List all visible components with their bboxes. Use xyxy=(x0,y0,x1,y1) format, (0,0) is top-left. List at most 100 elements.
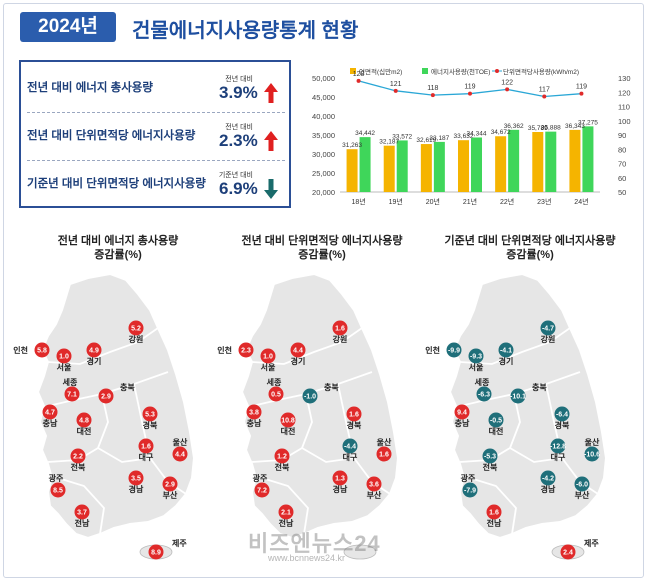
region-value: 7.1 xyxy=(67,392,77,399)
data-label-intensity: 117 xyxy=(539,87,550,94)
infographic-frame xyxy=(3,3,644,578)
y-tick-label: 45,000 xyxy=(312,93,335,102)
data-label-intensity: 119 xyxy=(464,84,475,91)
region-dot xyxy=(342,438,358,454)
map-border xyxy=(509,447,563,463)
data-label-intensity: 122 xyxy=(501,79,513,86)
region-dot xyxy=(34,342,50,358)
bar-energy xyxy=(433,141,445,192)
region-dot xyxy=(42,404,58,420)
region-name: 대전 xyxy=(281,426,296,436)
region-value: 8.9 xyxy=(151,550,161,557)
region-name: 충북 xyxy=(532,382,547,392)
stat-row-per-area: 전년 대비 단위면적당 에너지사용량 전년 대비 2.3% xyxy=(21,112,289,160)
region-dot xyxy=(554,406,570,422)
region-value: 10.8 xyxy=(281,418,295,425)
map-title-total: 전년 대비 에너지 총사용량 증감률(%) xyxy=(18,234,218,262)
map-border xyxy=(57,477,105,535)
divider xyxy=(27,112,285,113)
arrow-up-icon xyxy=(264,83,278,103)
region-value: -7.9 xyxy=(464,488,476,495)
region-dot xyxy=(246,404,262,420)
region-value: 1.0 xyxy=(59,354,69,361)
region-value: 2.4 xyxy=(563,550,573,557)
data-label-intensity: 128 xyxy=(353,71,365,78)
legend-label: 에너지사용량(천TOE) xyxy=(431,67,490,76)
region-name: 세종 xyxy=(475,377,490,387)
region-value: 5.2 xyxy=(131,326,141,333)
region-dot xyxy=(476,386,492,402)
y2-tick-label: 90 xyxy=(618,131,626,140)
map-border xyxy=(97,447,151,463)
intensity-point xyxy=(430,93,435,98)
region-name: 강원 xyxy=(333,334,348,344)
region-value: 2.1 xyxy=(281,510,291,517)
region-name: 전북 xyxy=(275,462,290,472)
region-dot xyxy=(510,388,526,404)
region-dot xyxy=(454,404,470,420)
region-name: 대구 xyxy=(139,452,154,462)
region-name: 광주 xyxy=(253,473,268,483)
stat-label: 전년 대비 에너지 총사용량 xyxy=(27,82,153,94)
region-name: 광주 xyxy=(461,473,476,483)
arrow-up-icon xyxy=(264,131,278,151)
watermark-logo: 비즈엔뉴스24 xyxy=(248,531,381,556)
region-name: 충북 xyxy=(324,382,339,392)
data-label-energy: 33,572 xyxy=(392,133,412,140)
region-name: 전남 xyxy=(75,518,90,528)
map-title-line: 증감률(%) xyxy=(94,249,142,261)
legend-marker xyxy=(495,69,499,73)
y-tick-label: 25,000 xyxy=(312,169,335,178)
bar-energy xyxy=(545,131,557,192)
region-value: -4.7 xyxy=(542,326,554,333)
region-name: 전남 xyxy=(487,518,502,528)
region-name: 인천 xyxy=(217,345,232,355)
bar-floor-area xyxy=(420,144,432,192)
data-label-energy: 34,344 xyxy=(467,130,487,137)
stat-value: 6.9% xyxy=(219,179,258,198)
bar-floor-area xyxy=(569,129,581,192)
region-name: 대전 xyxy=(489,426,504,436)
x-tick-label: 21년 xyxy=(463,197,477,206)
region-value: -12.8 xyxy=(550,444,566,451)
bar-floor-area xyxy=(346,149,358,192)
region-value: 5.3 xyxy=(145,412,155,419)
map-border xyxy=(469,477,517,535)
region-value: 7.2 xyxy=(257,488,267,495)
data-label-energy: 35,888 xyxy=(541,125,561,132)
y2-tick-label: 120 xyxy=(618,88,631,97)
region-value: 8.5 xyxy=(53,488,63,495)
region-name: 서울 xyxy=(57,362,72,372)
region-value: -4.4 xyxy=(344,444,356,451)
y-tick-label: 30,000 xyxy=(312,150,335,159)
region-value: 2.2 xyxy=(73,454,83,461)
map-land xyxy=(36,272,196,540)
region-dot xyxy=(498,342,514,358)
region-dot xyxy=(482,448,498,464)
region-dot xyxy=(302,388,318,404)
region-name: 경기 xyxy=(87,356,102,366)
data-label-energy: 34,442 xyxy=(355,130,375,137)
region-dot xyxy=(278,504,294,520)
region-dot xyxy=(64,386,80,402)
region-name: 경북 xyxy=(555,420,570,430)
stat-label: 전년 대비 단위면적당 에너지사용량 xyxy=(27,130,196,142)
stat-caption: 기준년 대비 xyxy=(218,172,253,179)
region-value: 1.2 xyxy=(277,454,287,461)
intensity-point xyxy=(542,94,547,99)
region-name: 울산 xyxy=(377,437,392,447)
data-label-area: 31,263 xyxy=(342,142,362,149)
region-name: 세종 xyxy=(267,377,282,387)
region-dot xyxy=(332,320,348,336)
data-label-energy: 33,187 xyxy=(429,135,449,142)
region-value: 4.7 xyxy=(45,410,55,417)
x-tick-label: 24년 xyxy=(574,197,588,206)
data-label-intensity: 118 xyxy=(427,85,438,92)
region-dot xyxy=(540,470,556,486)
region-dot xyxy=(74,504,90,520)
map-title-baseline: 기준년 대비 단위면적당 에너지사용량 증감률(%) xyxy=(430,234,630,262)
x-tick-label: 22년 xyxy=(500,197,514,206)
region-dot xyxy=(280,412,296,428)
y2-tick-label: 130 xyxy=(618,74,631,83)
stat-caption: 전년 대비 xyxy=(225,76,253,83)
